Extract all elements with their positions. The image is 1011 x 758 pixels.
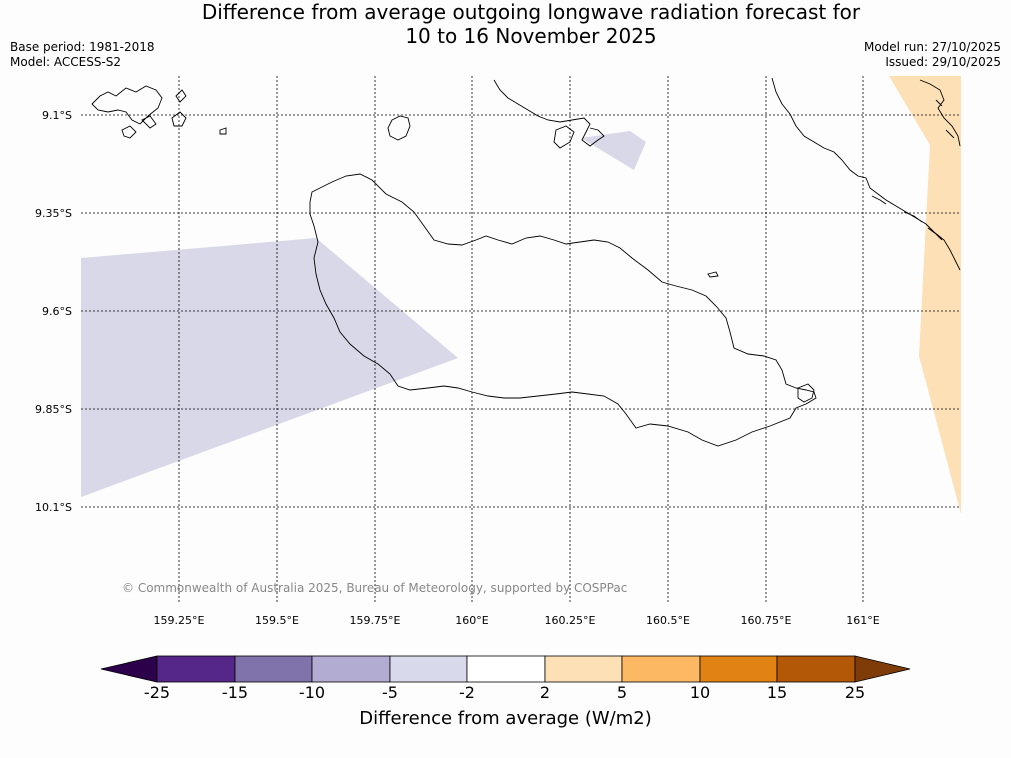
meta-right: Model run: 27/10/2025 Issued: 29/10/2025 xyxy=(864,40,1001,70)
colorbar-tick-label: -25 xyxy=(143,683,171,702)
negative-anomaly-region-west xyxy=(81,238,458,497)
colorbar-tick-label: -10 xyxy=(298,683,326,702)
colorbar-tick-label: -15 xyxy=(221,683,249,702)
colorbar-extend-min xyxy=(100,655,158,683)
coastline-northwest-islands xyxy=(91,85,227,139)
colorbar-segment xyxy=(156,655,236,683)
coastline-east-islet xyxy=(797,383,815,403)
lon-label: 160.25°E xyxy=(545,614,596,627)
colorbar-tick-label: 25 xyxy=(844,683,866,702)
coastline-east-fragment xyxy=(919,79,961,147)
coastlines xyxy=(91,77,961,447)
model-run-text: Model run: 27/10/2025 xyxy=(863,40,1001,54)
colorbar-segment xyxy=(544,655,623,683)
lon-label: 159.75°E xyxy=(350,614,401,627)
chart-title: Difference from average outgoing longwav… xyxy=(0,0,1011,48)
lat-label: 9.6°S xyxy=(42,305,72,318)
negative-anomaly-region-north xyxy=(581,131,646,170)
lat-label: 9.35°S xyxy=(35,207,72,220)
positive-anomaly-region-east xyxy=(889,76,961,514)
coastline-small-island xyxy=(387,115,411,141)
colorbar-segment xyxy=(466,655,546,683)
copyright-text: © Commonwealth of Australia 2025, Bureau… xyxy=(122,581,627,595)
title-line-2: 10 to 16 November 2025 xyxy=(405,24,657,48)
colorbar-segment xyxy=(776,655,856,683)
meta-left: Base period: 1981-2018 Model: ACCESS-S2 xyxy=(10,40,155,70)
colorbar-title: Difference from average (W/m2) xyxy=(359,708,652,729)
colorbar-segment xyxy=(234,655,313,683)
colorbar-extend-max xyxy=(854,655,911,683)
lon-label: 160.75°E xyxy=(741,614,792,627)
colorbar xyxy=(100,655,911,683)
colorbar-segment xyxy=(311,655,391,683)
lat-label: 9.1°S xyxy=(42,109,72,122)
lon-label: 161°E xyxy=(846,614,879,627)
coastline-tiny-island xyxy=(707,271,719,278)
lon-label: 159.25°E xyxy=(154,614,205,627)
coastline-northeast-coast xyxy=(771,77,961,271)
colorbar-segment xyxy=(389,655,468,683)
colorbar-tick-label: 15 xyxy=(766,683,788,702)
colorbar-segment xyxy=(621,655,701,683)
colorbar-segment xyxy=(699,655,778,683)
lat-label: 10.1°S xyxy=(35,501,72,514)
base-period-text: Base period: 1981-2018 xyxy=(10,40,155,54)
lon-label: 159.5°E xyxy=(255,614,299,627)
graticule xyxy=(81,76,961,604)
model-text: Model: ACCESS-S2 xyxy=(10,55,122,69)
colorbar-tick-label: 10 xyxy=(689,683,711,702)
coastline-main-island xyxy=(309,173,817,447)
colorbar-tick-label: -2 xyxy=(459,683,475,702)
lon-label: 160.5°E xyxy=(646,614,690,627)
colorbar-tick-label: 2 xyxy=(539,683,551,702)
issued-text: Issued: 29/10/2025 xyxy=(885,55,1001,69)
lon-label: 160°E xyxy=(455,614,488,627)
lat-label: 9.85°S xyxy=(35,403,72,416)
colorbar-tick-label: -5 xyxy=(382,683,398,702)
colorbar-tick-label: 5 xyxy=(616,683,628,702)
title-line-1: Difference from average outgoing longwav… xyxy=(201,0,861,24)
